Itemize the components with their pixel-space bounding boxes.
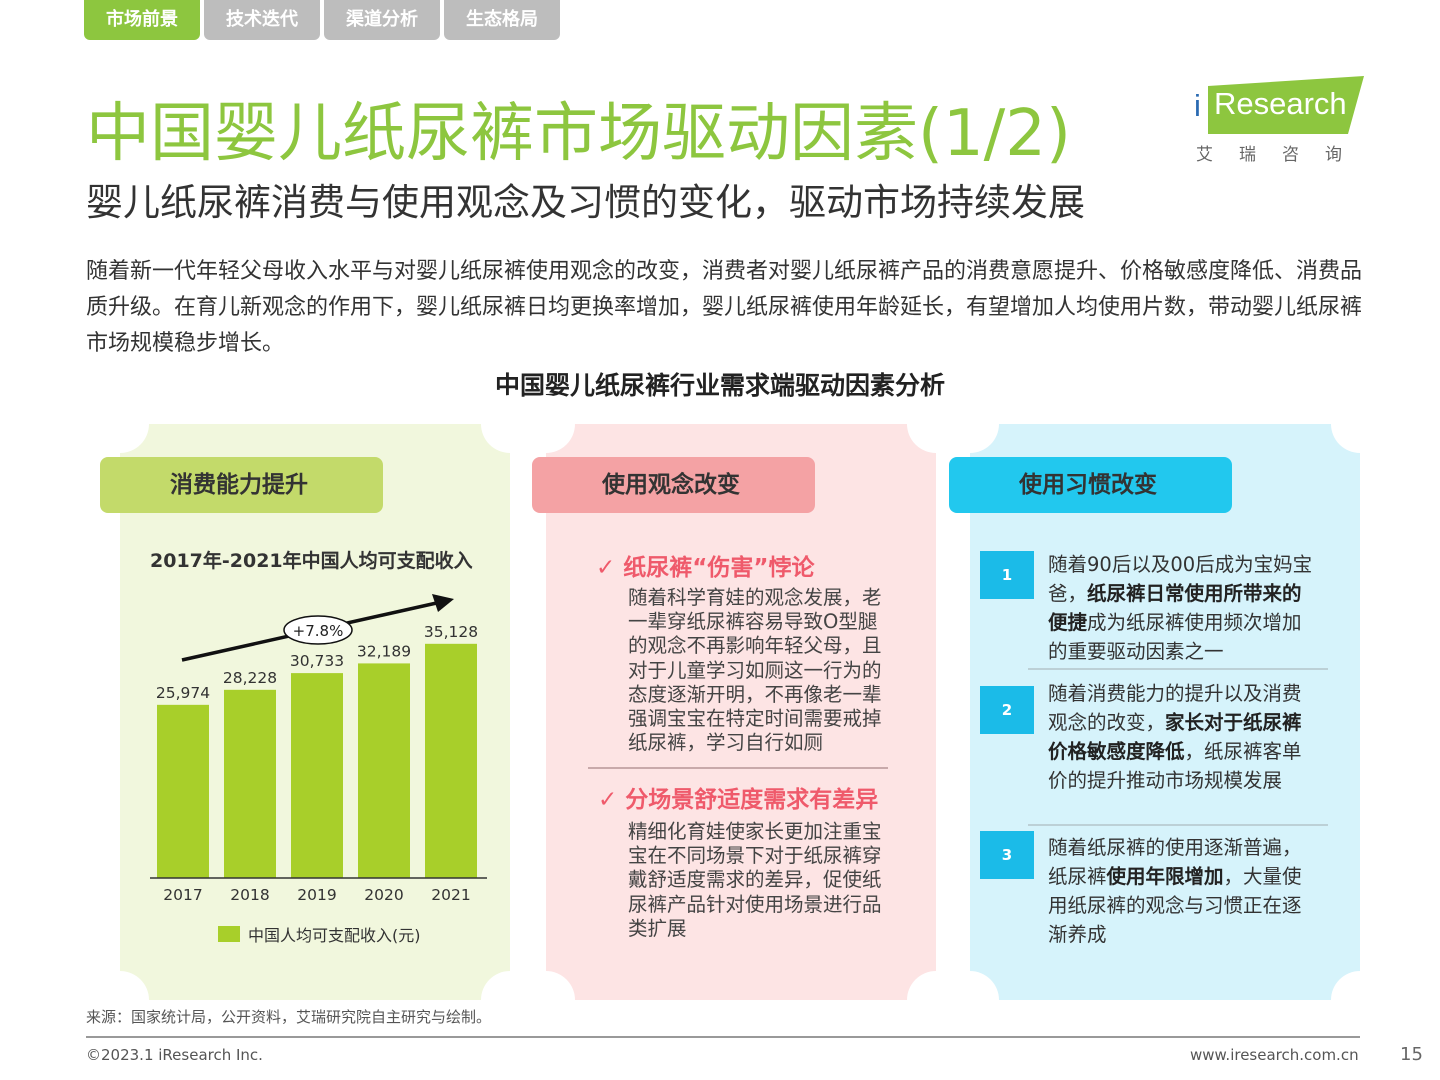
source-note: 来源：国家统计局，公开资料，艾瑞研究院自主研究与绘制。 xyxy=(86,1008,492,1026)
tab-channel-analysis[interactable]: 渠道分析 xyxy=(324,0,440,40)
panel2-header: 使用观念改变 xyxy=(532,457,815,513)
section-title: 中国婴儿纸尿裤行业需求端驱动因素分析 xyxy=(494,371,945,400)
tab-tech-iteration[interactable]: 技术迭代 xyxy=(204,0,320,40)
footer-divider xyxy=(86,1036,1360,1038)
x-tick-label-2017: 2017 xyxy=(163,886,202,904)
check-harm-paradox-text: 随着科学育娃的观念发展，老一辈穿纸尿裤容易导致O型腿的观念不再影响年轻父母，且对… xyxy=(628,586,882,755)
website-link[interactable]: www.iresearch.com.cn xyxy=(1190,1046,1359,1064)
bar-2021 xyxy=(425,643,477,878)
iresearch-logo: i Research 艾瑞咨询 xyxy=(1188,76,1368,166)
growth-label: +7.8% xyxy=(293,622,344,640)
page-number: 15 xyxy=(1400,1044,1423,1065)
x-tick-label-2021: 2021 xyxy=(431,886,470,904)
item-number-2: 2 xyxy=(980,686,1034,734)
legend-label: 中国人均可支配收入(元) xyxy=(248,926,421,945)
habit-item-1: 随着90后以及00后成为宝妈宝爸，纸尿裤日常使用所带来的便捷成为纸尿裤使用频次增… xyxy=(1048,553,1313,663)
panel2-divider xyxy=(588,767,888,769)
panel3-divider-2 xyxy=(1028,824,1328,826)
logo-wordmark: Research xyxy=(1214,86,1347,121)
bar-2017 xyxy=(157,704,209,878)
item-number-3: 3 xyxy=(980,831,1034,879)
bar-value-label-2017: 25,974 xyxy=(156,684,210,702)
check-scene-comfort-text: 精细化育娃使家长更加注重宝宝在不同场景下对于纸尿裤穿戴舒适度需求的差异，促使纸尿… xyxy=(628,820,882,940)
page-title: 中国婴儿纸尿裤市场驱动因素(1/2) xyxy=(86,97,1071,171)
panel-usage-concept xyxy=(517,395,965,1029)
legend-swatch xyxy=(218,926,240,942)
bar-2019 xyxy=(291,673,343,878)
bar-2020 xyxy=(358,663,410,878)
habit-item-2: 随着消费能力的提升以及消费观念的改变，家长对于纸尿裤价格敏感度降低，纸尿裤客单价… xyxy=(1048,682,1302,792)
intro-paragraph: 随着新一代年轻父母收入水平与对婴儿纸尿裤使用观念的改变，消费者对婴儿纸尿裤产品的… xyxy=(86,259,1363,356)
check-scene-comfort-title: ✓ 分场景舒适度需求有差异 xyxy=(598,787,879,813)
habit-item-3: 随着纸尿裤的使用逐渐普遍，纸尿裤使用年限增加，大量使用纸尿裤的观念与习惯正在逐渐… xyxy=(1048,836,1302,946)
copyright: ©2023.1 iResearch Inc. xyxy=(86,1046,263,1064)
page-subtitle: 婴儿纸尿裤消费与使用观念及习惯的变化，驱动市场持续发展 xyxy=(86,181,1085,224)
bar-value-label-2019: 30,733 xyxy=(290,652,344,670)
x-tick-label-2020: 2020 xyxy=(364,886,403,904)
bar-value-label-2018: 28,228 xyxy=(223,669,277,687)
income-bar-chart: 25,974 2017 28,228 2018 30,733 2019 32,189 2020… xyxy=(150,594,487,945)
check-harm-paradox-title: ✓ 纸尿裤“伤害”悖论 xyxy=(596,555,815,581)
panel3-divider-1 xyxy=(1028,668,1328,670)
bar-value-label-2020: 32,189 xyxy=(357,642,411,660)
tab-ecosystem[interactable]: 生态格局 xyxy=(444,0,560,40)
logo-i-letter: i xyxy=(1194,88,1201,123)
item-number-1: 1 xyxy=(980,551,1034,599)
tab-market-outlook[interactable]: 市场前景 xyxy=(84,0,200,40)
chart-title: 2017年-2021年中国人均可支配收入 xyxy=(150,550,473,572)
x-tick-label-2018: 2018 xyxy=(230,886,269,904)
bar-value-label-2021: 35,128 xyxy=(424,623,478,641)
panel-usage-habit xyxy=(941,395,1389,1029)
x-tick-label-2019: 2019 xyxy=(297,886,336,904)
bar-2018 xyxy=(224,689,276,878)
growth-badge xyxy=(283,615,353,645)
top-tabs: 市场前景 技术迭代 渠道分析 生态格局 xyxy=(84,0,564,40)
panel3-header: 使用习惯改变 xyxy=(949,457,1232,513)
logo-chinese: 艾瑞咨询 xyxy=(1196,145,1368,165)
panel1-header: 消费能力提升 xyxy=(100,457,383,513)
arrow-head xyxy=(432,594,454,612)
